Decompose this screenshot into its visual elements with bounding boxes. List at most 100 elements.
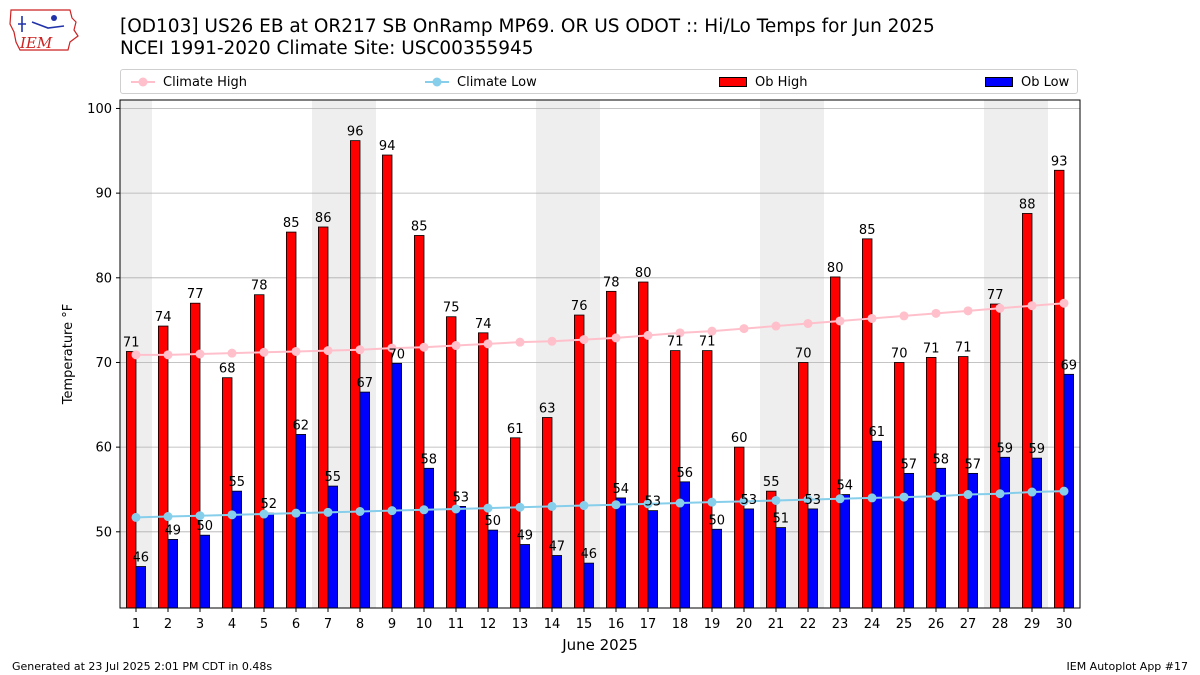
climate-low-point bbox=[483, 503, 493, 513]
climate-high-line bbox=[136, 302, 1065, 356]
climate-low-point bbox=[163, 512, 173, 522]
app-label: IEM Autoplot App #17 bbox=[1066, 660, 1189, 673]
ob-low-bar bbox=[935, 467, 947, 609]
ob-high-bar bbox=[862, 238, 873, 609]
climate-high-point bbox=[291, 346, 301, 356]
y-tick-label: 60 bbox=[95, 441, 112, 456]
ob-low-label: 53 bbox=[645, 495, 662, 510]
ob-high-bar bbox=[509, 437, 521, 609]
x-tick-label: 15 bbox=[576, 617, 593, 632]
ob-low-bar bbox=[167, 539, 179, 609]
ob-low-bar bbox=[519, 544, 531, 609]
ob-high-label: 76 bbox=[571, 299, 588, 314]
climate-high-point bbox=[131, 350, 141, 360]
climate-low-point bbox=[611, 500, 621, 510]
chart-title-line1: [OD103] US26 EB at OR217 SB OnRamp MP69.… bbox=[120, 16, 935, 37]
ob-low-label: 69 bbox=[1061, 358, 1078, 373]
climate-high-point bbox=[259, 347, 269, 357]
climate-high-point bbox=[483, 339, 493, 349]
ob-low-bar bbox=[999, 456, 1011, 609]
ob-high-label: 94 bbox=[379, 139, 396, 154]
ob-low-bar bbox=[551, 555, 563, 609]
climate-high-point bbox=[195, 349, 205, 359]
x-tick-label: 27 bbox=[960, 617, 977, 632]
climate-low-point bbox=[259, 509, 269, 519]
ob-low-label: 54 bbox=[837, 479, 854, 494]
ob-high-bar bbox=[638, 281, 649, 609]
y-tick-label: 80 bbox=[95, 271, 112, 286]
ob-high-bar bbox=[221, 377, 233, 609]
x-tick-label: 14 bbox=[544, 617, 561, 632]
climate-low-point bbox=[323, 507, 333, 517]
ob-low-bar bbox=[871, 440, 883, 609]
x-tick-label: 30 bbox=[1056, 617, 1073, 632]
ob-high-label: 80 bbox=[827, 261, 844, 276]
ob-low-bar bbox=[423, 467, 435, 609]
climate-high-point bbox=[899, 311, 909, 321]
legend-label-ob-low: Ob Low bbox=[1021, 74, 1070, 90]
iowa-outline-icon bbox=[9, 9, 79, 51]
ob-low-label: 52 bbox=[261, 497, 278, 512]
ob-low-bar bbox=[1031, 457, 1043, 609]
ob-low-label: 55 bbox=[325, 470, 342, 485]
climate-high-point bbox=[579, 335, 589, 345]
climate-high-point bbox=[419, 342, 429, 352]
ob-high-label: 61 bbox=[507, 422, 524, 437]
x-tick-label: 10 bbox=[416, 617, 433, 632]
ob-high-label: 85 bbox=[283, 216, 300, 231]
ob-high-label: 71 bbox=[955, 341, 972, 356]
ob-high-bar bbox=[349, 140, 361, 609]
climate-high-point bbox=[675, 328, 685, 338]
ob-low-label: 62 bbox=[293, 418, 310, 433]
ob-low-label: 46 bbox=[133, 551, 150, 566]
ob-low-bar bbox=[263, 512, 275, 609]
climate-low-point bbox=[771, 495, 781, 505]
climate-high-point bbox=[835, 316, 845, 326]
x-tick-label: 26 bbox=[928, 617, 945, 632]
legend-item-ob-low: Ob Low bbox=[985, 73, 1069, 91]
ob-high-label: 77 bbox=[987, 288, 1004, 303]
ob-high-label: 71 bbox=[923, 341, 940, 356]
climate-high-point bbox=[931, 308, 941, 318]
ob-high-label: 74 bbox=[155, 310, 172, 325]
ob-low-bar bbox=[775, 527, 787, 609]
ob-low-label: 67 bbox=[357, 376, 374, 391]
climate-high-point bbox=[163, 350, 173, 360]
ob-high-label: 88 bbox=[1019, 197, 1036, 212]
x-tick-label: 21 bbox=[768, 617, 785, 632]
ob-high-label: 71 bbox=[667, 335, 684, 350]
climate-low-point bbox=[899, 492, 909, 502]
ob-low-label: 56 bbox=[677, 466, 694, 481]
ob-high-bar bbox=[253, 294, 265, 609]
legend-label-ob-high: Ob High bbox=[755, 74, 808, 90]
x-tick-label: 9 bbox=[388, 617, 396, 632]
x-tick-label: 8 bbox=[356, 617, 364, 632]
ob-low-bar bbox=[615, 497, 627, 609]
climate-low-point bbox=[803, 495, 813, 505]
ob-high-bar bbox=[574, 314, 585, 609]
iem-logo: IEM bbox=[8, 6, 80, 58]
climate-low-point bbox=[707, 497, 717, 507]
ob-low-label: 50 bbox=[709, 513, 726, 528]
climate-low-point bbox=[355, 506, 365, 516]
ob-low-swatch-icon bbox=[985, 77, 1013, 87]
x-tick-label: 5 bbox=[260, 617, 268, 632]
ob-high-bar bbox=[926, 356, 937, 609]
climate-high-point bbox=[995, 303, 1005, 313]
climate-high-point bbox=[387, 343, 397, 353]
ob-high-label: 78 bbox=[251, 279, 268, 294]
ob-low-label: 53 bbox=[805, 493, 822, 508]
ob-low-bar bbox=[135, 566, 147, 609]
climate-low-point bbox=[1027, 487, 1037, 497]
ob-high-bar bbox=[189, 302, 201, 609]
climate-low-line bbox=[135, 490, 1065, 519]
ob-low-bar bbox=[231, 490, 243, 609]
x-tick-label: 4 bbox=[228, 617, 236, 632]
ob-high-bar bbox=[157, 325, 169, 609]
ob-high-bar bbox=[734, 446, 745, 609]
climate-high-point bbox=[963, 306, 973, 316]
ob-high-bar bbox=[958, 356, 969, 609]
legend-item-climate-low: Climate Low bbox=[425, 73, 537, 91]
ob-low-label: 49 bbox=[165, 523, 182, 538]
ob-low-bar bbox=[359, 391, 371, 609]
